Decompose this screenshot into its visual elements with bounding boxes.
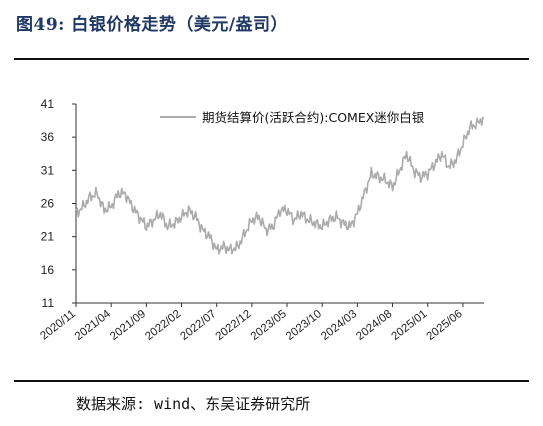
chart-axes: 111621263136412020/112021/042021/092022/… [38,97,484,343]
x-tick-label: 2023/05 [249,308,289,343]
figure-title: 图49: 白银价格走势（美元/盎司） [16,15,289,35]
legend-label: 期货结算价(活跃合约):COMEX迷你白银 [202,110,425,125]
chart-legend: 期货结算价(活跃合约):COMEX迷你白银 [160,110,425,125]
x-tick-label: 2025/01 [389,308,429,343]
x-tick-label: 2024/08 [354,308,394,343]
x-tick-label: 2022/07 [178,308,218,343]
x-tick-label: 2025/06 [425,308,465,343]
x-tick-label: 2020/11 [38,308,77,343]
bottom-rule [14,380,529,382]
y-tick-label: 21 [41,230,55,244]
top-rule [14,58,529,60]
y-tick-label: 41 [41,97,55,111]
x-tick-label: 2024/03 [319,308,359,343]
y-tick-label: 26 [41,197,55,211]
x-tick-label: 2021/04 [73,308,114,343]
y-tick-label: 16 [41,263,55,277]
x-tick-label: 2021/09 [108,308,148,343]
y-tick-label: 31 [41,163,55,177]
source-note: 数据来源: wind、东吴证券研究所 [76,395,311,413]
y-tick-label: 36 [41,130,55,144]
x-tick-label: 2023/10 [284,308,324,343]
series-line-comex-mini-silver [75,116,485,255]
y-tick-label: 11 [42,296,55,310]
x-tick-label: 2022/12 [214,308,254,343]
x-tick-label: 2022/02 [143,308,183,343]
